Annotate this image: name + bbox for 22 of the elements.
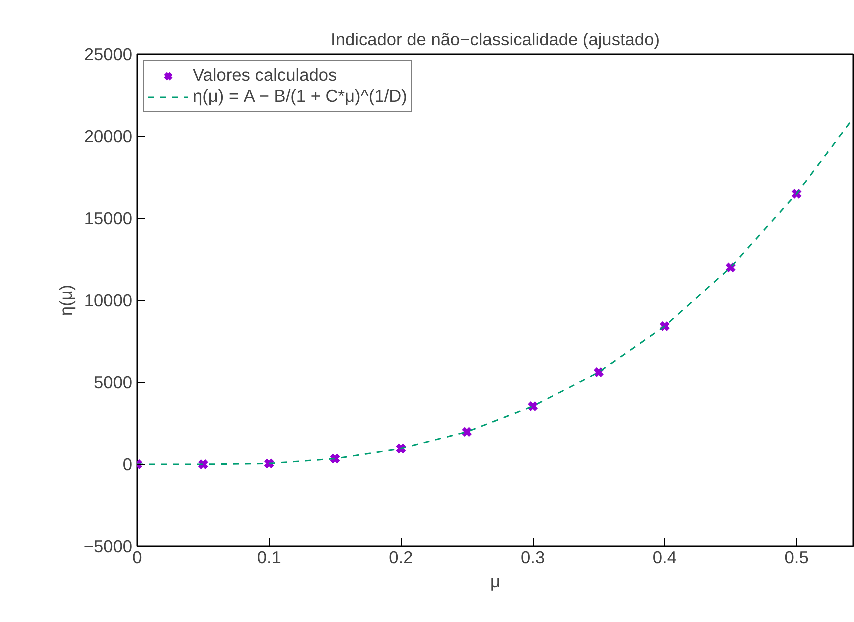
x-tick-label: 0.4	[652, 548, 678, 568]
y-tick-label: 15000	[84, 208, 132, 228]
legend-label: η(μ) = A − B/(1 + C*μ)^(1/D)	[193, 86, 408, 107]
x-axis-title: μ	[490, 572, 500, 592]
point	[462, 426, 473, 438]
y-tick-label: 5000	[94, 372, 133, 392]
y-axis-title: η(μ)	[56, 284, 76, 316]
y-tick-label: 25000	[84, 44, 132, 64]
x-tick-label: 0.5	[784, 548, 809, 568]
x-tick-label: 0.3	[521, 548, 546, 568]
point	[198, 458, 209, 470]
x-tick-label: 0.1	[257, 548, 282, 568]
point	[528, 400, 539, 412]
y-tick-label: 10000	[84, 290, 132, 310]
legend-label: Valores calculados	[193, 65, 338, 86]
y-tick-label: 0	[122, 454, 133, 474]
point	[264, 458, 275, 470]
chart-title: Indicador de não−classicalidade (ajustado)	[331, 30, 660, 50]
point	[593, 366, 605, 378]
x-tick-label: 0.2	[389, 548, 414, 568]
y-tick-label: −5000	[84, 536, 133, 556]
y-tick-label: 20000	[84, 126, 132, 146]
